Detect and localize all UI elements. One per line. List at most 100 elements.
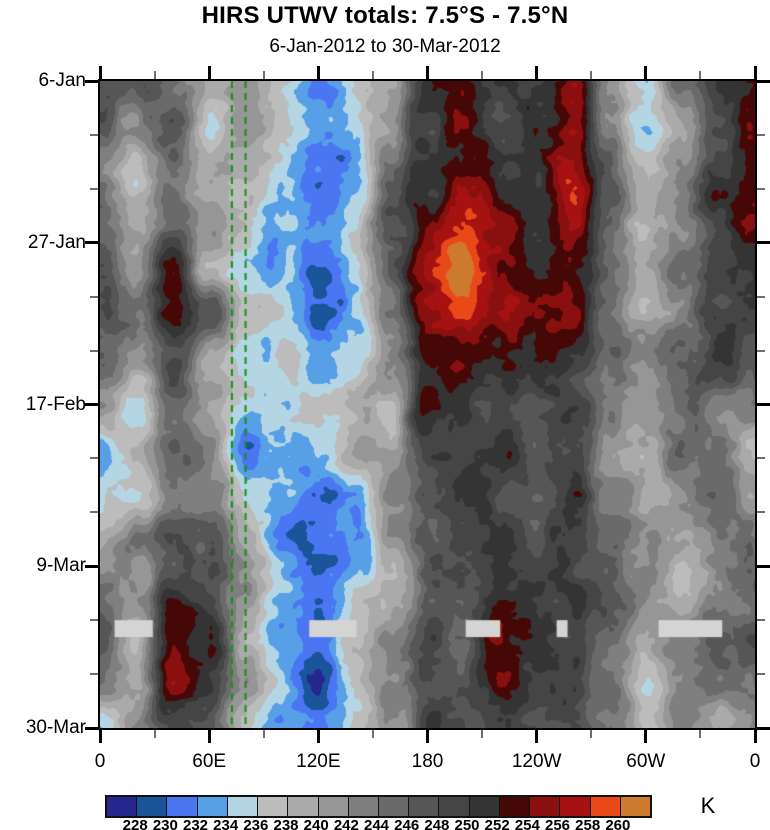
y-major-tick — [85, 403, 98, 406]
x-major-tick — [98, 66, 102, 79]
y-major-tick — [85, 79, 98, 83]
y-minor-tick — [757, 295, 765, 298]
y-tick-label: 9-Mar — [36, 555, 86, 577]
colorbar-tick-label: 258 — [575, 817, 601, 830]
x-minor-tick — [371, 71, 374, 79]
y-minor-tick — [90, 511, 98, 514]
y-major-tick — [757, 726, 770, 730]
y-minor-tick — [757, 619, 765, 622]
y-minor-tick — [757, 673, 765, 676]
x-minor-tick — [153, 730, 156, 738]
colorbar-cell — [287, 797, 318, 816]
colorbar-tick-label: 252 — [484, 817, 510, 830]
x-major-tick — [644, 730, 648, 743]
colorbar-cell — [408, 797, 439, 816]
y-minor-tick — [90, 673, 98, 676]
x-minor-tick — [262, 730, 265, 738]
colorbar-cell — [107, 797, 137, 816]
x-minor-tick — [481, 730, 484, 738]
colorbar-cell — [257, 797, 288, 816]
y-major-tick — [757, 403, 770, 406]
colorbar-cell — [589, 797, 620, 816]
x-minor-tick — [481, 71, 484, 79]
x-major-tick — [753, 66, 757, 79]
y-major-tick — [757, 564, 770, 568]
colorbar-unit-label: K — [700, 793, 716, 818]
y-minor-tick — [757, 511, 765, 514]
colorbar-cell — [226, 797, 258, 816]
colorbar-cell — [529, 797, 560, 816]
colorbar-tick-label: 228 — [122, 817, 148, 830]
colorbar-cell — [196, 797, 227, 816]
x-tick-label: 60E — [192, 751, 227, 772]
x-minor-tick — [590, 71, 593, 79]
y-tick-label: 17-Feb — [25, 393, 86, 415]
colorbar-cell — [559, 797, 590, 816]
colorbar-tick-label: 232 — [182, 817, 209, 830]
y-major-tick — [85, 241, 98, 245]
colorbar-cell — [438, 797, 469, 816]
colorbar-tick-label: 242 — [333, 817, 359, 830]
x-major-tick — [207, 66, 211, 79]
y-minor-tick — [90, 349, 98, 352]
colorbar-cell — [347, 797, 378, 816]
colorbar-tick-label: 234 — [213, 817, 239, 830]
chart-title: HIRS UTWV totals: 7.5°S - 7.5°N — [201, 2, 569, 29]
colorbar-tick-label: 256 — [544, 817, 571, 830]
y-minor-tick — [757, 133, 765, 136]
colorbar-cell — [166, 797, 197, 816]
y-minor-tick — [90, 295, 98, 298]
x-major-tick — [753, 730, 757, 743]
x-major-tick — [426, 66, 429, 79]
colorbar-cell — [136, 797, 167, 816]
colorbar-tick-label: 248 — [424, 817, 450, 830]
x-major-tick — [98, 730, 102, 743]
colorbar-tick-label: 250 — [454, 817, 480, 830]
colorbar-tick-label: 260 — [605, 817, 631, 830]
x-major-tick — [644, 66, 648, 79]
y-major-tick — [85, 564, 98, 568]
y-tick-label: 6-Jan — [38, 70, 86, 91]
x-tick-label: 0 — [94, 751, 106, 772]
x-major-tick — [426, 730, 429, 743]
x-tick-label: 60W — [626, 751, 666, 772]
x-minor-tick — [590, 730, 593, 738]
y-tick-label: 30-Mar — [25, 717, 86, 738]
colorbar-tick-label: 244 — [363, 817, 390, 830]
y-major-tick — [85, 726, 98, 730]
colorbar-cell — [468, 797, 499, 816]
x-minor-tick — [699, 730, 702, 738]
y-minor-tick — [90, 187, 98, 190]
x-major-tick — [207, 730, 211, 743]
x-tick-label: 120E — [296, 751, 341, 772]
y-minor-tick — [757, 187, 765, 190]
x-tick-label: 120W — [511, 751, 562, 772]
x-tick-label: 180 — [411, 751, 444, 772]
y-minor-tick — [90, 619, 98, 622]
chart-subtitle: 6-Jan-2012 to 30-Mar-2012 — [269, 36, 501, 57]
x-major-tick — [316, 66, 320, 79]
y-major-tick — [757, 241, 770, 245]
colorbar — [105, 795, 652, 818]
colorbar-tick-label: 254 — [514, 817, 540, 830]
colorbar-tick-label: 240 — [303, 817, 329, 830]
colorbar-tick-label: 236 — [243, 817, 269, 830]
x-tick-label: 0 — [749, 751, 761, 772]
hovmoller-field-canvas — [100, 81, 755, 728]
colorbar-cell — [498, 797, 530, 816]
x-minor-tick — [699, 71, 702, 79]
y-minor-tick — [757, 349, 765, 352]
x-major-tick — [316, 730, 320, 743]
colorbar-tick-label: 238 — [273, 817, 299, 830]
x-minor-tick — [262, 71, 265, 79]
y-minor-tick — [757, 457, 765, 460]
colorbar-tick-label: 230 — [152, 817, 178, 830]
x-minor-tick — [371, 730, 374, 738]
y-minor-tick — [90, 457, 98, 460]
colorbar-cell — [317, 797, 348, 816]
plot-area — [98, 79, 757, 730]
colorbar-cell — [619, 797, 650, 816]
colorbar-cell — [377, 797, 409, 816]
colorbar-tick-label: 246 — [394, 817, 420, 830]
